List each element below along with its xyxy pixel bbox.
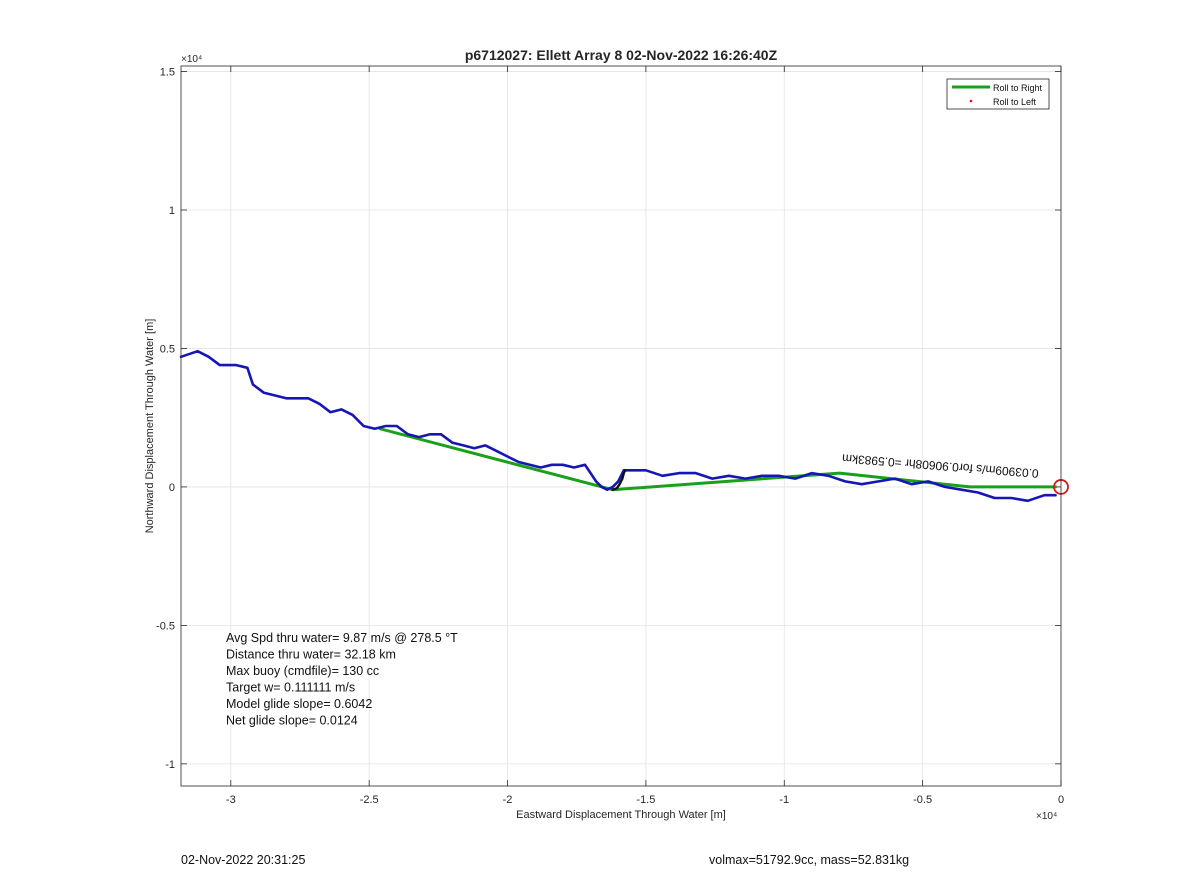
x-tick-label: -3	[226, 794, 236, 806]
x-tick-label: -2	[503, 794, 513, 806]
chart-title: p6712027: Ellett Array 8 02-Nov-2022 16:…	[465, 47, 778, 63]
series-layer	[179, 349, 1069, 503]
stats-line: Net glide slope= 0.0124	[226, 714, 358, 728]
stats-line: Model glide slope= 0.6042	[226, 697, 372, 711]
y-tick-label: 0.5	[160, 343, 175, 355]
stats-line: Avg Spd thru water= 9.87 m/s @ 278.5 °T	[226, 631, 458, 645]
y-axis-label: Northward Displacement Through Water [m]	[144, 319, 156, 534]
grid	[181, 66, 1062, 786]
x-tick-label: -1	[779, 794, 789, 806]
y-tick-label: 1.5	[160, 67, 175, 79]
legend: Roll to Right Roll to Left	[946, 78, 1050, 110]
stats-line: Distance thru water= 32.18 km	[226, 648, 396, 662]
y-exponent-label: ×10⁴	[181, 54, 202, 65]
legend-label-roll-right: Roll to Right	[993, 83, 1043, 93]
y-tick-label: -1	[165, 759, 175, 771]
legend-swatch-roll-left	[969, 99, 973, 103]
y-tick-label: -0.5	[156, 620, 175, 632]
y-tick-label: 0	[169, 482, 175, 494]
series-trajectory	[179, 349, 1057, 503]
stats-line: Target w= 0.111111 m/s	[226, 681, 355, 695]
footer-timestamp: 02-Nov-2022 20:31:25	[181, 853, 305, 867]
series-trajectory-black	[611, 469, 627, 491]
x-tick-label: -1.5	[636, 794, 655, 806]
footer-vol-mass: volmax=51792.9cc, mass=52.831kg	[709, 853, 909, 867]
plot-frame	[180, 65, 1062, 787]
x-axis-label: Eastward Displacement Through Water [m]	[516, 809, 726, 821]
series-roll-to-right	[378, 427, 1057, 492]
plot-area	[181, 66, 1061, 786]
y-tick-label: 1	[169, 205, 175, 217]
x-exponent-label: ×10⁴	[1036, 811, 1057, 822]
ticks: -3 -2.5 -2 -1.5 -1 -0.5 0 -1 -0.5 0 0.5 1 1.5	[156, 66, 1064, 806]
x-tick-label: -2.5	[360, 794, 379, 806]
stats-line: Max buoy (cmdfile)= 130 cc	[226, 664, 379, 678]
x-tick-label: -0.5	[913, 794, 932, 806]
legend-label-roll-left: Roll to Left	[993, 97, 1037, 107]
stats-block: Avg Spd thru water= 9.87 m/s @ 278.5 °T D…	[226, 631, 458, 728]
legend-box	[946, 78, 1050, 110]
x-tick-label: 0	[1058, 794, 1064, 806]
